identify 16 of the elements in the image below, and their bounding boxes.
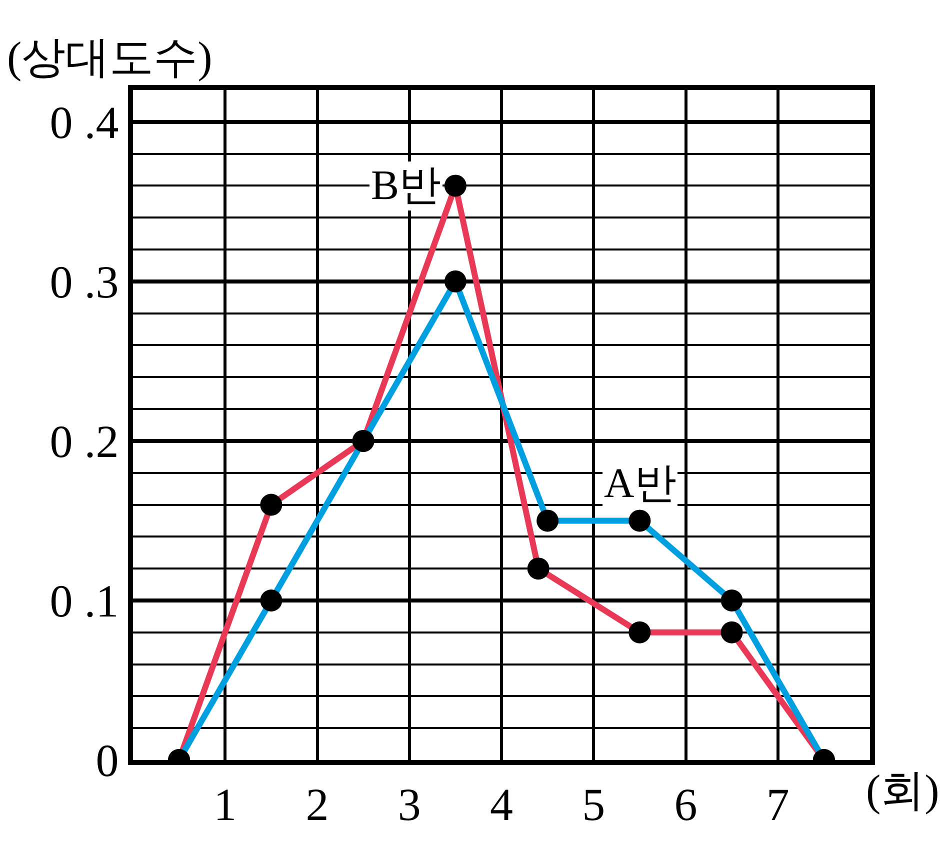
- series-label: A반: [604, 461, 676, 507]
- x-tick-label: 3: [398, 779, 421, 830]
- y-axis-title: (상대도수): [7, 33, 212, 82]
- x-tick-label: 4: [490, 779, 513, 830]
- y-tick-label: 0 .4: [50, 97, 119, 148]
- x-tick-label: 1: [214, 779, 237, 830]
- x-axis-title: (회): [866, 766, 940, 815]
- x-tick-label: 6: [674, 779, 698, 830]
- y-tick-label: 0: [96, 735, 119, 786]
- y-tick-label: 0 .1: [50, 576, 119, 627]
- series-label: B반: [371, 163, 442, 209]
- x-tick-label: 7: [766, 779, 790, 830]
- y-tick-label: 0 .2: [50, 416, 119, 468]
- x-tick-label: 5: [582, 779, 606, 830]
- y-tick-label: 0 .3: [50, 256, 119, 308]
- x-tick-label: 2: [306, 779, 329, 830]
